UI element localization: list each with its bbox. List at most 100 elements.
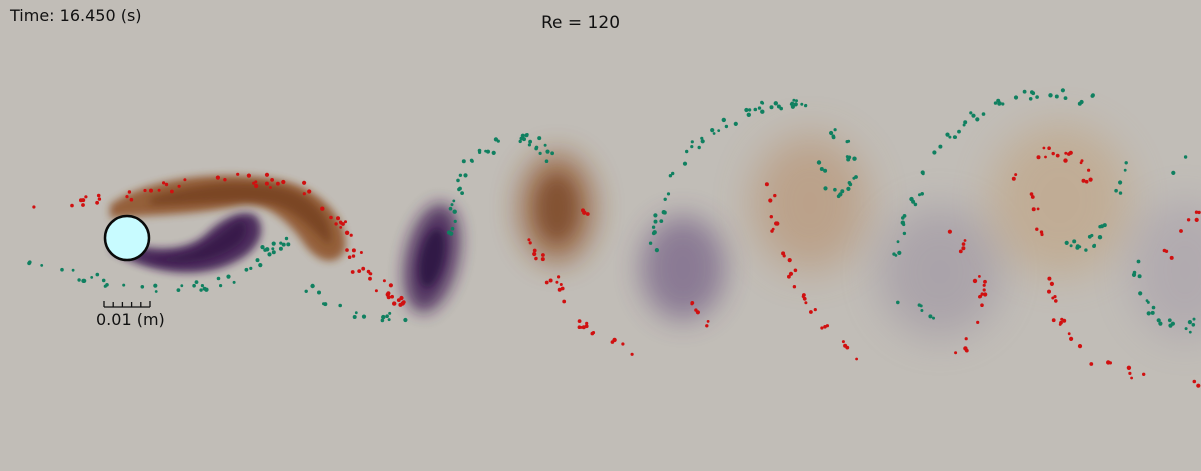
tracer-particle [1169,255,1174,260]
tracer-particle [648,241,653,245]
tracer-particle [918,193,921,197]
vortex-negative-1-core [418,228,446,288]
tracer-particle [1167,318,1172,323]
tracer-particle [706,320,710,323]
tracer-particle [527,143,532,147]
tracer-particle [1063,158,1068,163]
tracer-particle [800,102,804,106]
tracer-particle [792,285,797,289]
tracer-particle [630,352,634,356]
tracer-particle [787,258,792,263]
tracer-particle [382,279,386,283]
scale-bar-label: 0.01 (m) [96,310,165,329]
tracer-particle [666,192,671,196]
tracer-particle [969,111,973,115]
tracer-particle [980,303,984,308]
tracer-particle [790,104,796,109]
tracer-particle [1124,161,1128,165]
tracer-particle [349,233,353,237]
tracer-particle [1171,170,1176,175]
tracer-particle [983,279,987,284]
tracer-particle [652,230,657,235]
tracer-particle [1191,323,1196,327]
tracer-particle [757,106,762,110]
tracer-particle [788,271,794,276]
tracer-particle [1194,210,1199,214]
tracer-particle [1088,177,1093,182]
tracer-particle [1194,217,1199,222]
tracer-particle [1092,244,1096,249]
tracer-particle [746,112,751,118]
tracer-particle [697,145,701,150]
tracer-particle [199,288,203,292]
tracer-particle [284,236,289,241]
tracer-particle [254,180,258,184]
tracer-particle [1081,178,1086,183]
tracer-particle [478,150,482,154]
tracer-particle [95,272,100,277]
tracer-particle [390,294,395,299]
tracer-particle [157,188,161,192]
tracer-particle [1090,94,1095,98]
tracer-particle [1022,89,1027,94]
tracer-particle [733,121,738,126]
tracer-particle [760,100,764,105]
tracer-particle [1150,310,1155,315]
vortex-positive-2 [752,135,868,271]
tracer-particle [550,151,554,156]
tracer-particle [540,257,545,262]
tracer-particle [345,248,349,252]
tracer-particle [149,188,153,193]
tracer-particle [267,252,272,257]
tracer-particle [177,184,181,188]
tracer-particle [1084,248,1088,252]
tracer-particle [1001,102,1005,106]
time-readout: Time: 16.450 (s) [10,6,142,25]
tracer-particle [795,99,798,103]
tracer-particle [813,308,817,312]
tracer-particle [215,175,220,180]
tracer-particle [368,276,372,281]
particles-lower-stream [27,88,1196,334]
tracer-particle [1067,332,1071,336]
tracer-particle [254,183,259,189]
tracer-particle [71,268,75,272]
tracer-particle [1072,239,1077,244]
tracer-particle [95,200,99,205]
tracer-particle [963,120,968,125]
tracer-particle [831,135,836,140]
tracer-particle [361,266,366,271]
tracer-particle [983,292,988,297]
tracer-particle [548,278,553,283]
tracer-particle [122,283,126,287]
tracer-particle [710,128,715,133]
tracer-particle [60,267,64,272]
tracer-particle [1063,96,1068,100]
tracer-particle [1064,151,1068,155]
tracer-particle [1128,371,1132,375]
tracer-particle [744,107,749,113]
tracer-particle [1014,173,1018,177]
tracer-particle [534,257,537,261]
tracer-particle [685,149,689,154]
tracer-particle [271,250,276,255]
tracer-particle [896,300,900,305]
tracer-particle [279,241,283,245]
tracer-particle [226,274,231,279]
tracer-particle [961,246,966,251]
tracer-particle [534,146,538,151]
tracer-particle [690,145,694,149]
tracer-particle [747,108,752,112]
tracer-particle [1186,218,1191,222]
cylinder-obstacle [103,214,151,262]
tracer-particle [1183,155,1188,159]
tracer-particle [232,280,236,284]
tracer-particle [769,105,774,110]
tracer-particle [1151,305,1156,310]
tracer-particle [1196,383,1201,388]
tracer-particle [1036,155,1041,160]
tracer-particle [97,197,102,201]
tracer-particle [81,278,86,283]
tracer-particle [486,149,490,154]
tracer-particle [1084,179,1089,184]
